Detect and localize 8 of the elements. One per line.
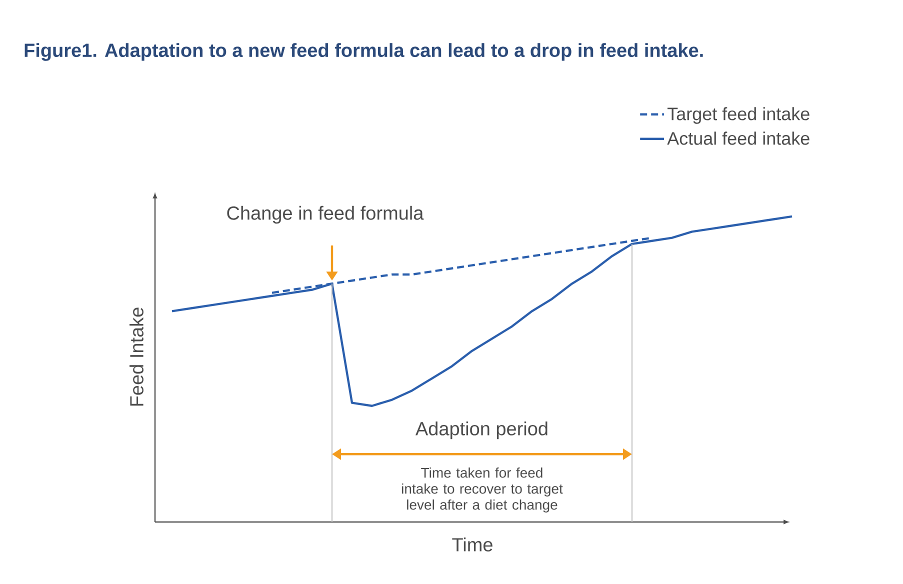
legend-label: Target feed intake [668,107,810,124]
x-axis-title: Time [452,538,492,552]
y-axis-title: Feed Intake [130,308,144,406]
annotation: Change in feed formula [227,206,424,224]
chart-title: Figure1. Adaptation to a new feed formula can lead to a drop in feed intake. [24,43,703,61]
annotation: Time taken for feed intake to recover to target level after a diet change [402,467,563,513]
legend-label: Actual feed intake [667,132,810,145]
annotation: Adaption period [415,421,548,440]
